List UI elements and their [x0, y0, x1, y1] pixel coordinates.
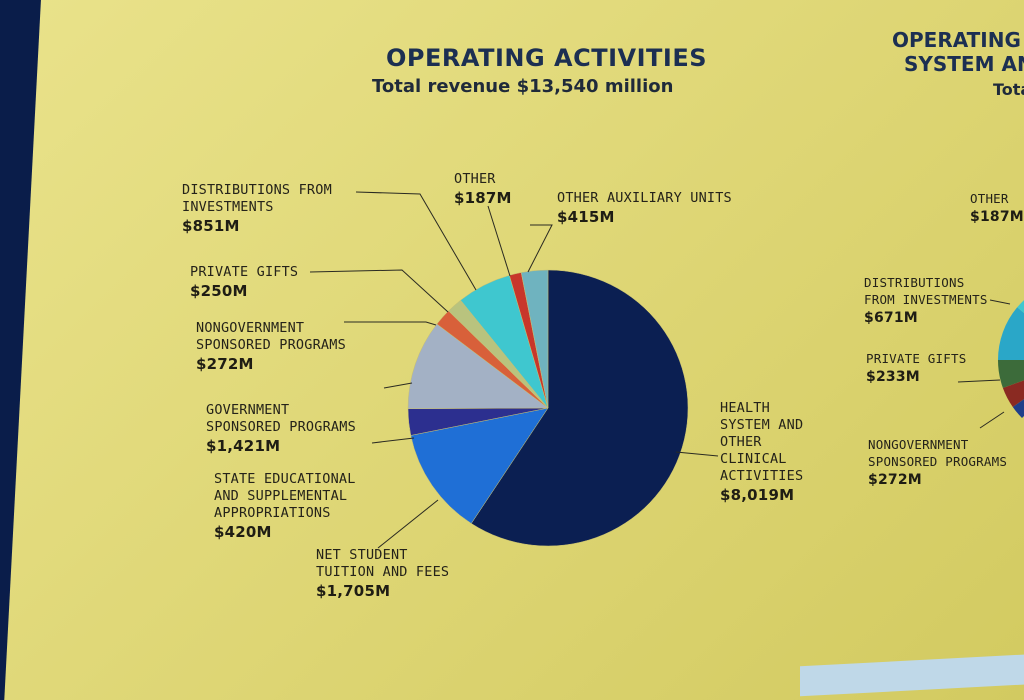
- slice-value-label: $250M: [190, 282, 248, 300]
- leader-line: [309, 269, 449, 313]
- right-slice-label-text: FROM INVESTMENTS: [864, 292, 988, 307]
- slice-value-label: $851M: [182, 217, 240, 235]
- slice-label: OTHER $187M: [454, 171, 512, 207]
- right-slice-value-label: $272M: [868, 472, 922, 488]
- slice-label-text: INVESTMENTS: [182, 199, 274, 215]
- slice-label-text: PRIVATE GIFTS: [190, 264, 299, 280]
- slice-label: PRIVATE GIFTS $250M: [190, 264, 298, 300]
- screen: OPERATING ACTIVITIES Total revenue $13,5…: [4, 0, 1024, 700]
- slice-label-text: OTHER: [720, 434, 762, 450]
- slice-label-text: NET STUDENT: [316, 547, 408, 563]
- leader-line: [355, 191, 477, 291]
- right-slice-label: OTHER $187M: [970, 190, 1024, 226]
- slice-label: NONGOVERNMENT SPONSORED PROGRAMS $272M: [196, 320, 346, 373]
- slice-value-label: $1,421M: [206, 437, 281, 455]
- right-slice-value-label: $671M: [864, 310, 918, 326]
- right-slice-label-text: NONGOVERNMENT: [868, 437, 969, 452]
- slice-label-text: SYSTEM AND: [720, 417, 804, 433]
- right-slice-label: DISTRIBUTIONS FROM INVESTMENTS $671M: [864, 274, 988, 327]
- right-chart-title-line: OPERATING A: [892, 28, 1024, 52]
- leader-line: [527, 224, 553, 273]
- right-chart-subtitle: Tota: [993, 80, 1024, 99]
- slice-value-label: $8,019M: [720, 486, 795, 504]
- slice-value-label: $1,705M: [316, 582, 391, 600]
- slice-label-text: ACTIVITIES: [720, 468, 804, 484]
- right-pie-slice: [1012, 399, 1024, 418]
- right-pie-slice: [998, 307, 1024, 360]
- slice-label: DISTRIBUTIONS FROM INVESTMENTS $851M: [182, 182, 332, 235]
- pie-slice: [470, 269, 689, 547]
- chart-subtitle: Total revenue $13,540 million: [372, 76, 674, 97]
- slice-label-text: AND SUPPLEMENTAL: [214, 488, 348, 504]
- leader-line: [383, 382, 413, 389]
- right-pie-slice: [1002, 380, 1024, 407]
- slice-label-text: CLINICAL: [720, 451, 787, 467]
- leader-line: [344, 321, 437, 326]
- slice-label-text: OTHER: [454, 171, 496, 187]
- slice-value-label: $272M: [196, 355, 254, 373]
- right-slice-value-label: $187M: [970, 209, 1024, 225]
- slice-label: NET STUDENT TUITION AND FEES $1,705M: [316, 547, 449, 600]
- leader-line: [487, 205, 511, 277]
- right-leader-line: [957, 379, 1001, 383]
- pie-chart: [309, 191, 1024, 549]
- pie-slice: [520, 269, 549, 409]
- slice-label-text: NONGOVERNMENT: [196, 320, 305, 336]
- right-slice-label: PRIVATE GIFTS $233M: [866, 350, 966, 386]
- slice-label-text: APPROPRIATIONS: [214, 505, 331, 521]
- pie-slice: [410, 407, 549, 524]
- right-leader-line: [989, 299, 1011, 305]
- right-slice-value-label: $233M: [866, 369, 920, 385]
- right-slice-label-text: PRIVATE GIFTS: [866, 351, 967, 366]
- slice-label-text: GOVERNMENT: [206, 402, 290, 418]
- slice-label: HEALTH SYSTEM AND OTHER CLINICAL ACTIVITIES $…: [720, 400, 803, 504]
- right-pie-slice: [1017, 300, 1024, 314]
- slice-label: STATE EDUCATIONAL AND SUPPLEMENTAL APPROPR…: [214, 471, 356, 541]
- slice-label-text: DISTRIBUTIONS FROM: [182, 182, 332, 198]
- slice-label-text: HEALTH: [720, 400, 770, 416]
- slice-label-text: TUITION AND FEES: [316, 564, 450, 580]
- slice-label-text: SPONSORED PROGRAMS: [196, 337, 346, 353]
- right-chart-title: OPERATING A SYSTEM AN: [892, 28, 1024, 76]
- right-chart-title-line: SYSTEM AN: [904, 52, 1024, 76]
- right-slice-label-text: OTHER: [970, 191, 1009, 206]
- leader-line: [371, 437, 415, 444]
- right-pie-slice: [997, 360, 1024, 388]
- slice-value-label: $415M: [557, 208, 615, 226]
- right-slice-label: NONGOVERNMENT SPONSORED PROGRAMS $272M: [868, 436, 1007, 489]
- slice-label: GOVERNMENT SPONSORED PROGRAMS $1,421M: [206, 402, 356, 455]
- leader-line: [377, 499, 439, 549]
- chart-title: OPERATING ACTIVITIES: [386, 44, 707, 72]
- right-slice-label-text: DISTRIBUTIONS: [864, 275, 965, 290]
- right-leader-line: [979, 411, 1005, 429]
- slice-label-text: SPONSORED PROGRAMS: [206, 419, 356, 435]
- slice-value-label: $187M: [454, 189, 512, 207]
- slice-value-label: $420M: [214, 523, 272, 541]
- slice-label-text: OTHER AUXILIARY UNITS: [557, 190, 732, 206]
- slice-label: OTHER AUXILIARY UNITS $415M: [557, 190, 732, 226]
- leader-line: [675, 451, 719, 457]
- slice-label-text: STATE EDUCATIONAL: [214, 471, 356, 487]
- right-slice-label-text: SPONSORED PROGRAMS: [868, 454, 1008, 469]
- pie-slice: [407, 323, 549, 409]
